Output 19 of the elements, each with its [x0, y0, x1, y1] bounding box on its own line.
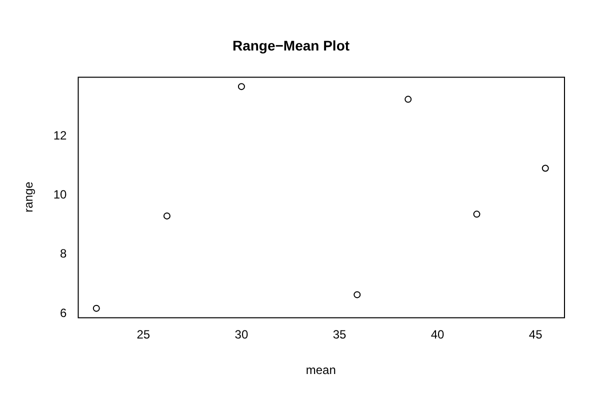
point: [542, 164, 549, 172]
x-axis-title: mean: [306, 363, 336, 378]
x-tick-label: 45: [528, 328, 543, 342]
point: [354, 291, 361, 298]
x-tick-label: 40: [430, 328, 445, 342]
x-tick-label: 25: [136, 328, 150, 342]
chart-title: Range−Mean Plot: [232, 37, 350, 54]
point: [92, 304, 100, 312]
x-tick-label: 35: [332, 328, 346, 342]
x-tick-label: 30: [234, 328, 248, 342]
point: [473, 210, 480, 218]
point: [404, 96, 412, 103]
y-tick-label: 10: [53, 188, 68, 202]
point: [163, 212, 170, 220]
point: [238, 83, 245, 90]
y-tick-label: 6: [60, 306, 68, 320]
y-tick-label: 12: [53, 128, 68, 142]
y-tick-label: 8: [60, 246, 68, 261]
y-axis-title: range: [22, 181, 36, 212]
